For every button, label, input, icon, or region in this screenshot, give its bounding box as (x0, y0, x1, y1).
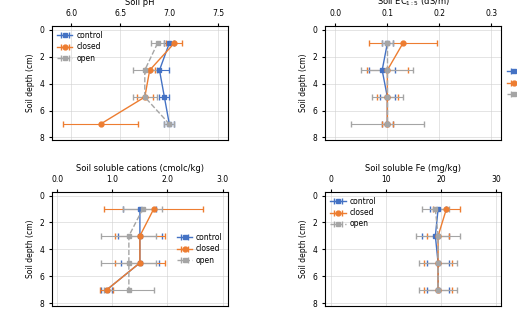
Y-axis label: Soil depth (cm): Soil depth (cm) (299, 220, 309, 278)
Legend: control, closed, open: control, closed, open (175, 232, 224, 266)
Title: Soil soluble cations (cmolc/kg): Soil soluble cations (cmolc/kg) (76, 164, 204, 173)
Legend: control, closed, open: control, closed, open (505, 66, 517, 100)
Y-axis label: Soil depth (cm): Soil depth (cm) (299, 54, 309, 112)
Legend: control, closed, open: control, closed, open (55, 30, 104, 64)
Legend: control, closed, open: control, closed, open (329, 195, 378, 230)
Title: Soil EC$_{1:5}$ (dS/m): Soil EC$_{1:5}$ (dS/m) (377, 0, 450, 8)
Title: Soil pH: Soil pH (125, 0, 155, 7)
Title: Soil soluble Fe (mg/kg): Soil soluble Fe (mg/kg) (366, 164, 461, 173)
Y-axis label: Soil depth (cm): Soil depth (cm) (26, 54, 35, 112)
Y-axis label: Soil depth (cm): Soil depth (cm) (26, 220, 35, 278)
